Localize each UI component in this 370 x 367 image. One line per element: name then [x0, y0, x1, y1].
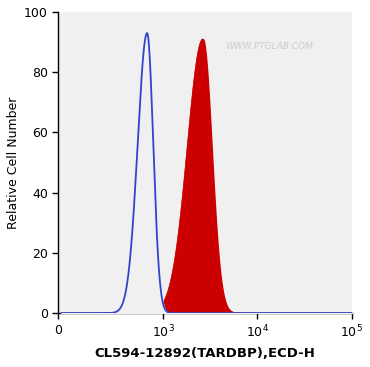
Y-axis label: Relative Cell Number: Relative Cell Number — [7, 96, 20, 229]
Text: WWW.PTGLAB.COM: WWW.PTGLAB.COM — [226, 42, 313, 51]
X-axis label: CL594-12892(TARDBP),ECD-H: CL594-12892(TARDBP),ECD-H — [95, 347, 316, 360]
